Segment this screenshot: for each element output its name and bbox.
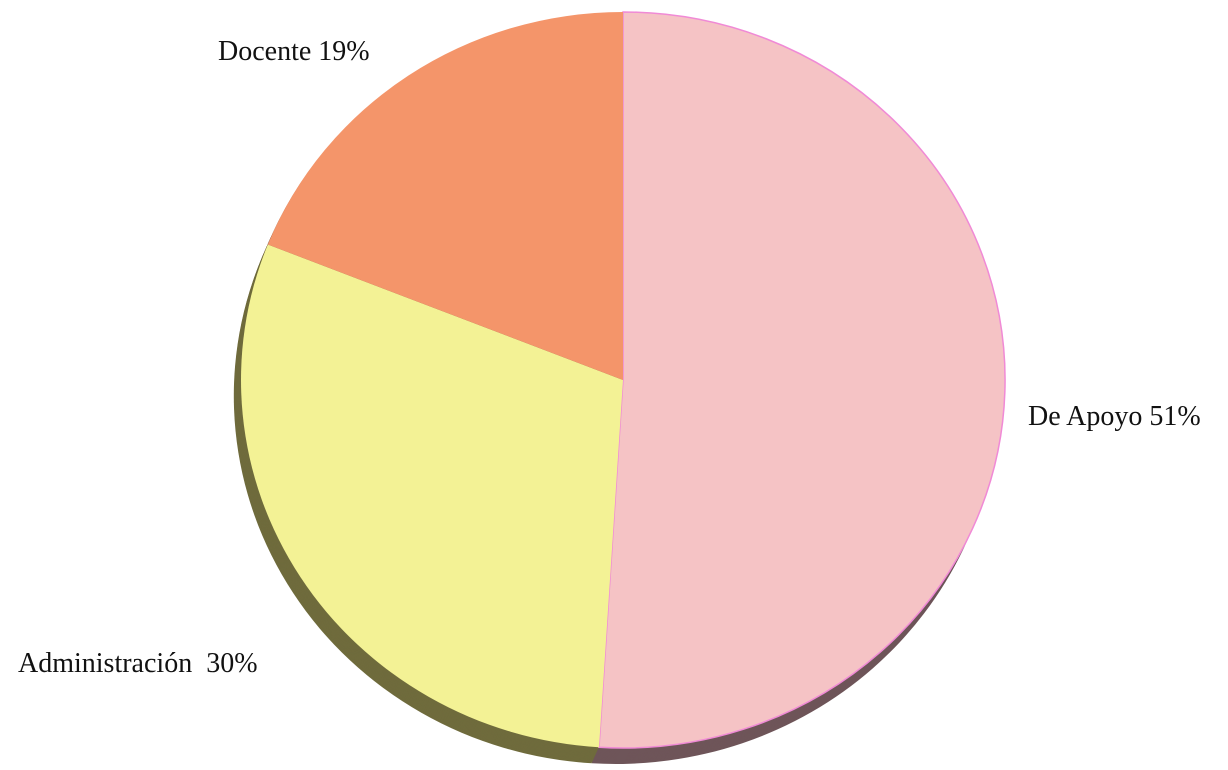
pie-slice-layer (241, 11, 1006, 749)
pie-slice-docente (267, 12, 623, 380)
slice-label-de-apoyo: De Apoyo 51% (1028, 401, 1201, 432)
pie-label-layer: De Apoyo 51% Administración 30% Docente … (18, 36, 1201, 679)
pie-slice-de-apoyo (598, 11, 1006, 749)
slice-label-administracion: Administración 30% (18, 648, 258, 679)
pie-slice-administracion (241, 244, 624, 748)
slice-label-docente: Docente 19% (218, 36, 370, 67)
